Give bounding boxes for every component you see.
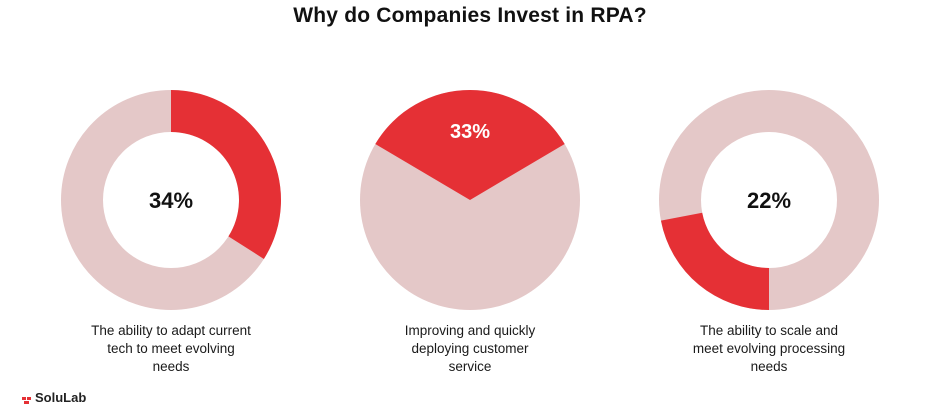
brand-name: SoluLab <box>35 389 87 405</box>
donut-segment-2 <box>660 212 769 310</box>
donut-value-label-2: 22% <box>747 188 791 213</box>
donut-segment-0 <box>171 90 281 259</box>
brand-logo: SoluLab <box>22 389 87 405</box>
chart-caption-scale-processing: The ability to scale and meet evolving p… <box>692 323 846 374</box>
chart-caption-customer-service: Improving and quickly deploying customer… <box>404 323 536 374</box>
donut-value-label-0: 34% <box>149 188 193 213</box>
chart-title: Why do Companies Invest in RPA? <box>293 4 647 27</box>
pie-value-label-1: 33% <box>450 121 490 143</box>
chart-caption-adapt-tech: The ability to adapt current tech to mee… <box>91 323 251 374</box>
pie-slice-1 <box>375 90 565 200</box>
